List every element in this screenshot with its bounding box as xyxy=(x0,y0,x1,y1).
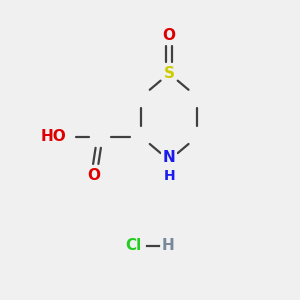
Text: N: N xyxy=(163,150,175,165)
Text: H: H xyxy=(163,169,175,183)
Text: S: S xyxy=(164,66,175,81)
Text: H: H xyxy=(161,238,174,253)
Text: O: O xyxy=(88,167,100,182)
Text: O: O xyxy=(163,28,176,43)
Text: Cl: Cl xyxy=(126,238,142,253)
Text: HO: HO xyxy=(40,129,66,144)
